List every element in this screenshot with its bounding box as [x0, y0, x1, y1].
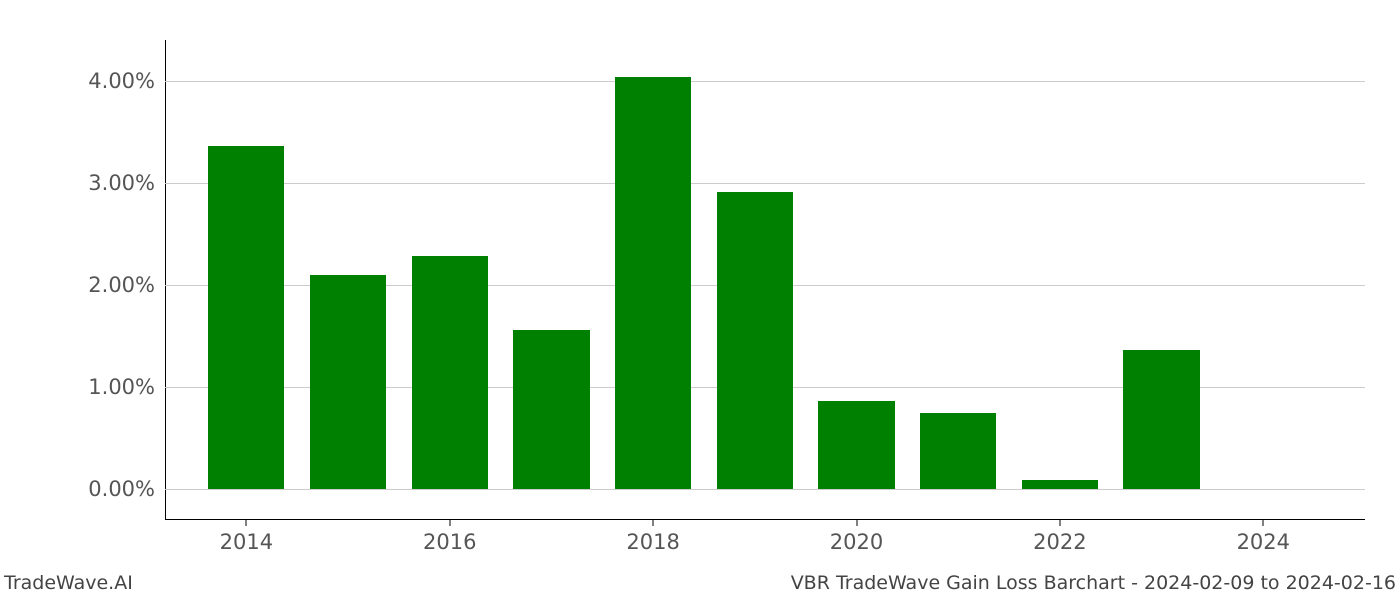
bar	[818, 401, 894, 490]
x-tick-label: 2024	[1237, 520, 1290, 554]
bar	[1123, 350, 1199, 489]
y-tick-label: 0.00%	[88, 477, 165, 501]
x-tick-label: 2016	[423, 520, 476, 554]
y-tick-label: 2.00%	[88, 273, 165, 297]
bar	[208, 146, 284, 489]
bar	[615, 77, 691, 490]
y-axis-spine	[165, 40, 166, 520]
x-tick-label: 2014	[220, 520, 273, 554]
bar	[310, 275, 386, 489]
x-tick-label: 2020	[830, 520, 883, 554]
bar	[920, 413, 996, 490]
y-gridline	[165, 489, 1365, 490]
y-tick-label: 3.00%	[88, 171, 165, 195]
footer-right-text: VBR TradeWave Gain Loss Barchart - 2024-…	[791, 572, 1396, 594]
plot-area: 0.00%1.00%2.00%3.00%4.00%201420162018202…	[165, 40, 1365, 520]
bar	[717, 192, 793, 489]
y-gridline	[165, 183, 1365, 184]
bar	[412, 256, 488, 490]
bar	[1022, 480, 1098, 489]
y-tick-label: 1.00%	[88, 375, 165, 399]
chart-stage: 0.00% 1.00% 2.00% 3.00% 4.00% 2014 2016 2018 202…	[0, 0, 1400, 600]
y-tick-label: 4.00%	[88, 69, 165, 93]
bar	[513, 330, 589, 489]
y-gridline	[165, 81, 1365, 82]
x-tick-label: 2018	[626, 520, 679, 554]
x-tick-label: 2022	[1033, 520, 1086, 554]
footer-left-text: TradeWave.AI	[4, 572, 133, 594]
x-axis-spine	[165, 519, 1365, 520]
